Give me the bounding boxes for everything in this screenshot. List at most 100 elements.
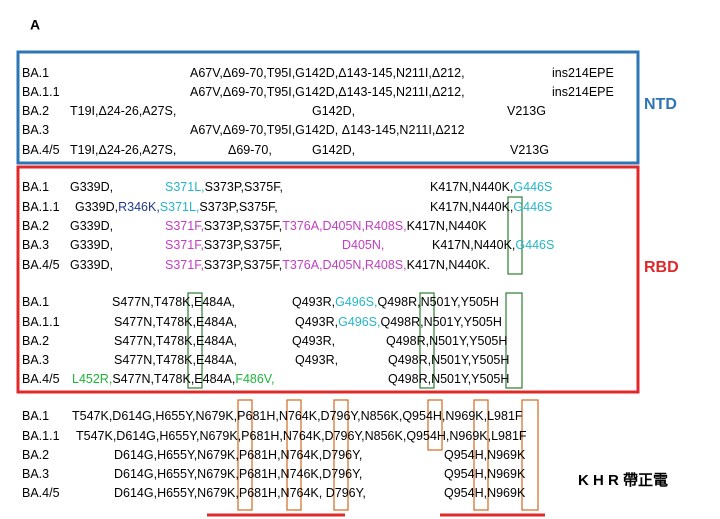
variant-name: BA.1.1 [22, 429, 60, 443]
mutation-row: BA.2 D614G,H655Y,N679K,P681H,N764K,D796Y,… [22, 448, 526, 462]
mutation: D405N, [342, 238, 384, 252]
mutation: S373P,S375F, [205, 180, 283, 194]
mutation-row: BA.2 S477N,T478K,E484A, Q493R, Q498R,N501Y,… [22, 334, 507, 348]
mutation: Q493R, [292, 334, 335, 348]
mutation: K417N,N440K, [430, 180, 513, 194]
mutation-row: BA.3 G339D, S371F,S373P,S375F, D405N, K417N,… [22, 238, 554, 252]
variant-name: BA.4/5 [22, 486, 60, 500]
mutation: F486V, [235, 372, 274, 386]
mutation-row: BA.1 S477N,T478K,E484A, Q493R,G496S,Q498R,… [22, 295, 499, 309]
rbd-box [16, 165, 640, 394]
highlight-box [427, 399, 443, 451]
highlight-box [507, 196, 523, 275]
mutation-row: BA.1.1 A67V,Δ69-70,T95I,G142D,Δ143-145,N2… [22, 85, 614, 99]
mutation: L452R, [72, 372, 112, 386]
mutation-row: BA.4/5 D614G,H655Y,N679K,P681H,N764K, D79… [22, 486, 526, 500]
mutation: S371F, [165, 258, 204, 272]
mutation: Q493R, [295, 315, 338, 329]
variant-name: BA.3 [22, 467, 49, 481]
variant-name: BA.4/5 [22, 143, 60, 157]
mutation-row: BA.2 G339D, S371F,S373P,S375F,T376A,D405N,… [22, 219, 487, 233]
mutation: Q498R,N501Y,Y505H [377, 295, 498, 309]
mutation: Q498R,N501Y,Y505H [386, 334, 507, 348]
mutation: S477N,T478K,E484A, [114, 315, 237, 329]
mutation: G339D, [70, 238, 113, 252]
variant-name: BA.4/5 [22, 372, 60, 386]
panel-label: A [30, 17, 40, 33]
variant-name: BA.2 [22, 104, 49, 118]
variant-name: BA.1 [22, 66, 49, 80]
mutation: V213G [510, 143, 549, 157]
mutation: D614G,H655Y,N679K,P681H,N746K,D796Y, [114, 467, 362, 481]
ntd-label: NTD [644, 96, 677, 113]
highlight-box [473, 399, 489, 511]
highlight-box [419, 292, 435, 389]
mutation: S373P,S375F, [204, 219, 282, 233]
variant-name: BA.4/5 [22, 258, 60, 272]
mutation: G446S [515, 238, 554, 252]
highlight-boxes [187, 196, 523, 389]
mutation: K417N,N440K, [432, 238, 515, 252]
highlight-box [187, 292, 203, 389]
highlight-box [521, 399, 539, 511]
variant-name: BA.1.1 [22, 315, 60, 329]
variant-name: BA.1 [22, 409, 49, 423]
mutation-row: BA.1 T547K,D614G,H655Y,N679K,P681H,N764K,… [22, 409, 523, 423]
mutation: G496S, [338, 315, 380, 329]
mutation: S371L, [165, 180, 205, 194]
ntd-box [16, 50, 640, 165]
mutation-row: BA.1.1 T547K,D614G,H655Y,N679K,P681H,N764… [22, 429, 527, 443]
mutation: S373P,S375F, [204, 238, 282, 252]
mutation: S373P,S375F, [204, 258, 282, 272]
variant-name: BA.3 [22, 123, 49, 137]
highlight-box [333, 399, 349, 511]
mutation-row: BA.1.1 S477N,T478K,E484A, Q493R,G496S,Q498… [22, 315, 502, 329]
mutation: Q954H,N969K [444, 486, 526, 500]
mutation-row: BA.1 G339D, S371L,S373P,S375F, K417N,N440K,… [22, 180, 552, 194]
mutation-row: BA.3 D614G,H655Y,N679K,P681H,N746K,D796Y,… [22, 467, 526, 481]
mutation-row: BA.3 S477N,T478K,E484A, Q493R, Q498R,N501Y,… [22, 353, 509, 367]
mutation: K417N,N440K, [430, 200, 513, 214]
mutation: S477N,T478K,E484A, [114, 334, 237, 348]
highlight-box [286, 399, 302, 511]
mutation: G339D, [70, 180, 113, 194]
mutation: G339D, [75, 200, 118, 214]
variant-name: BA.2 [22, 334, 49, 348]
mutation: T547K,D614G,H655Y,N679K,P681H,N764K,D796… [72, 409, 523, 423]
mutation: G446S [513, 200, 552, 214]
rbd-label: RBD [644, 259, 679, 276]
mutation: Q498R,N501Y,Y505H [388, 372, 509, 386]
mutation-row: BA.4/5 L452R,S477N,T478K,E484A,F486V, Q498… [22, 372, 509, 386]
mutation: G339D, [70, 219, 113, 233]
mutation-row: BA.1 A67V,Δ69-70,T95I,G142D,Δ143-145,N211… [22, 66, 614, 80]
mutation: V213G [507, 104, 546, 118]
mutation-row: BA.4/5 T19I,Δ24-26,A27S, Δ69-70, G142D, V213… [22, 143, 549, 157]
highlight-boxes [237, 399, 539, 511]
mutation-row: BA.4/5 G339D, S371F,S373P,S375F,T376A,D405… [22, 258, 490, 272]
mutation: S477N,T478K,E484A, [112, 295, 235, 309]
variant-name: BA.2 [22, 448, 49, 462]
mutation-row: BA.3 A67V,Δ69-70,T95I,G142D, Δ143-145,N21… [22, 123, 465, 137]
mutation: Q954H,N969K [444, 467, 526, 481]
mutation: G339D, [70, 258, 113, 272]
mutation: K417N,N440K. [407, 258, 490, 272]
mutation: G446S [513, 180, 552, 194]
mutation: D614G,H655Y,N679K,P681H,N764K,D796Y, [114, 448, 362, 462]
mutation: Q498R,N501Y,Y505H [380, 315, 501, 329]
mutation: R346K, [118, 200, 160, 214]
mutation: Q493R, [292, 295, 335, 309]
mutation-row: BA.1.1 G339D,R346K,S371L,S373P,S375F, K417… [22, 200, 552, 214]
mutation: Q498R,N501Y,Y505H [388, 353, 509, 367]
mutation: S477N,T478K,E484A, [112, 372, 235, 386]
note: K H R 帶正電 [578, 472, 668, 489]
mutation: ins214EPE [552, 66, 614, 80]
mutation: A67V,Δ69-70,T95I,G142D, Δ143-145,N211I,Δ… [190, 123, 465, 137]
mutation-row: BA.2 T19I,Δ24-26,A27S, G142D, V213G [22, 104, 546, 118]
mutation: S373P,S375F, [199, 200, 277, 214]
variant-name: BA.1 [22, 295, 49, 309]
mutation: G142D, [312, 104, 355, 118]
mutation: A67V,Δ69-70,T95I,G142D,Δ143-145,N211I,Δ2… [190, 85, 465, 99]
variant-name: BA.1.1 [22, 200, 60, 214]
